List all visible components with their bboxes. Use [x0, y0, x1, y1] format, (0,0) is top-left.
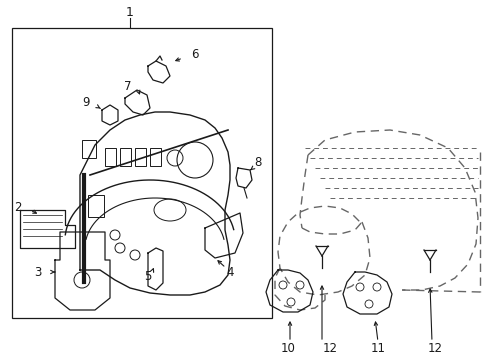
Text: 10: 10	[280, 342, 295, 355]
Text: 12: 12	[427, 342, 442, 355]
Text: 5: 5	[144, 270, 151, 283]
Bar	[150, 148, 161, 166]
Text: 11: 11	[370, 342, 385, 355]
Bar	[135, 148, 146, 166]
Text: 4: 4	[226, 266, 233, 279]
Text: 12: 12	[322, 342, 337, 355]
Bar	[120, 148, 131, 166]
Text: 3: 3	[34, 266, 41, 279]
Text: 1: 1	[126, 5, 134, 18]
Text: 6: 6	[191, 48, 198, 60]
Text: 7: 7	[124, 80, 131, 93]
Text: 8: 8	[254, 156, 261, 168]
Bar	[105, 148, 116, 166]
Bar	[88, 195, 104, 217]
Bar	[82, 140, 96, 158]
Text: 9: 9	[82, 95, 90, 108]
Text: 2: 2	[14, 201, 21, 213]
Bar	[12, 28, 271, 318]
